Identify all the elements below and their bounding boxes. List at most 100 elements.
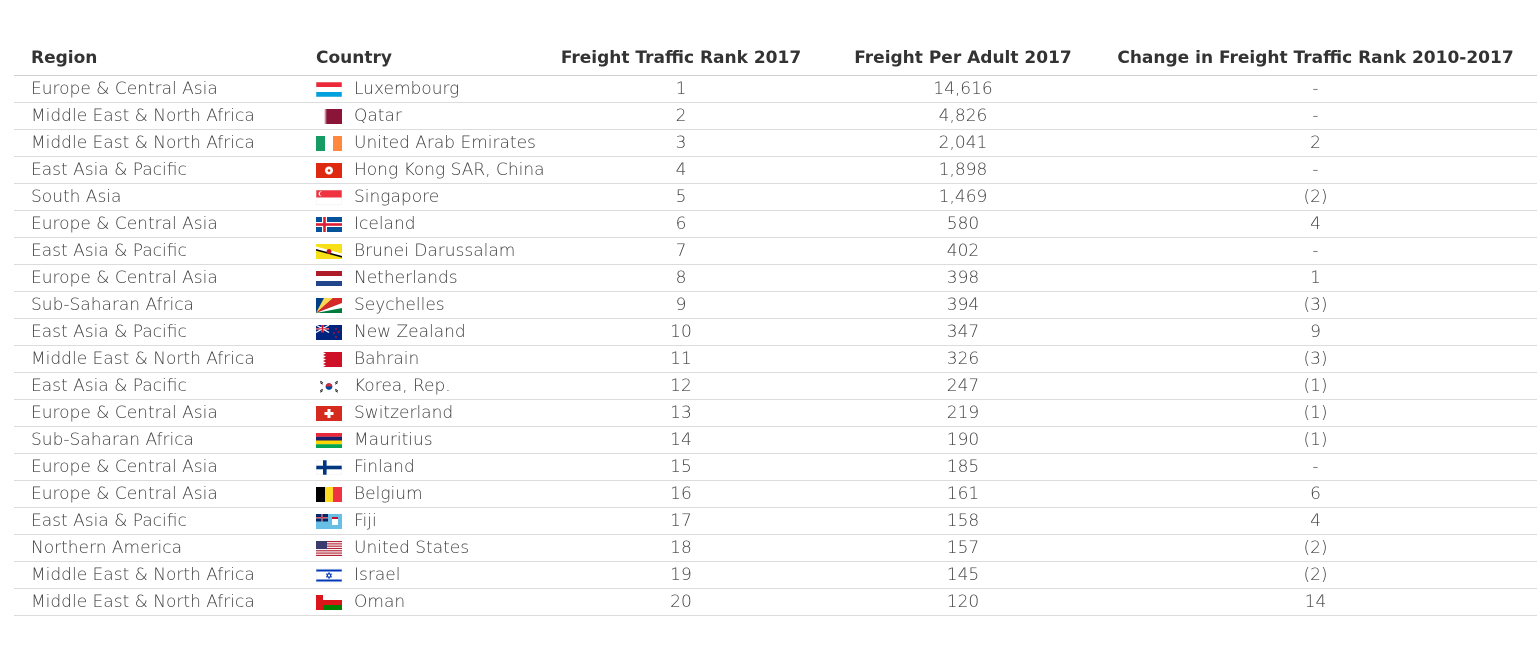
freight-rank-cell: 12 (530, 372, 832, 400)
freight-rank-cell: 7 (530, 237, 832, 265)
country-cell: Israel (316, 561, 530, 589)
region-cell: East Asia & Pacific (14, 507, 316, 535)
region-cell: East Asia & Pacific (14, 156, 316, 184)
table-row: Europe & Central Asia Netherlands 8 398 1 (14, 264, 1537, 292)
freight-per-adult-cell: 580 (832, 210, 1094, 238)
rank-change-cell: - (1094, 237, 1537, 265)
header-region: Region (14, 40, 316, 76)
country-name: Qatar (354, 106, 402, 126)
freight-per-adult-cell: 402 (832, 237, 1094, 265)
qatar-flag (316, 108, 342, 124)
freight-per-adult-cell: 4,826 (832, 102, 1094, 130)
table-row: Middle East & North Africa Israel 19 145 (2) (14, 561, 1537, 589)
country-name: Mauritius (354, 430, 433, 450)
freight-rank-cell: 8 (530, 264, 832, 292)
freight-rank-cell: 18 (530, 534, 832, 562)
region-cell: South Asia (14, 183, 316, 211)
table-row: Sub-Saharan Africa Mauritius 14 190 (1) (14, 426, 1537, 454)
mauritius-flag (316, 432, 342, 448)
country-cell: Bahrain (316, 345, 530, 373)
rank-change-cell: 2 (1094, 129, 1537, 157)
table-row: Europe & Central Asia Finland 15 185- (14, 453, 1537, 481)
country-cell: Seychelles (316, 291, 530, 319)
country-name: Fiji (354, 511, 377, 531)
rank-change-cell: 4 (1094, 210, 1537, 238)
freight-per-adult-cell: 2,041 (832, 129, 1094, 157)
table-row: Middle East & North Africa United Arab Em… (14, 129, 1537, 157)
table-row: East Asia & Pacific Brunei Darussalam 7 402… (14, 237, 1537, 265)
region-cell: Middle East & North Africa (14, 102, 316, 130)
rank-change-cell: 1 (1094, 264, 1537, 292)
region-cell: Middle East & North Africa (14, 588, 316, 616)
freight-per-adult-cell: 120 (832, 588, 1094, 616)
freight-per-adult-cell: 347 (832, 318, 1094, 346)
freight-per-adult-cell: 326 (832, 345, 1094, 373)
rank-change-cell: (3) (1094, 291, 1537, 319)
region-cell: Middle East & North Africa (14, 345, 316, 373)
region-cell: Sub-Saharan Africa (14, 291, 316, 319)
freight-rank-cell: 11 (530, 345, 832, 373)
freight-rank-cell: 2 (530, 102, 832, 130)
singapore-flag (316, 189, 342, 205)
country-name: Seychelles (354, 295, 445, 315)
table-row: Europe & Central Asia Luxembourg 1 14,616- (14, 75, 1537, 103)
freight-rank-cell: 3 (530, 129, 832, 157)
freight-per-adult-cell: 185 (832, 453, 1094, 481)
freight-rank-cell: 9 (530, 291, 832, 319)
country-cell: Netherlands (316, 264, 530, 292)
rank-change-cell: - (1094, 102, 1537, 130)
ireland-flag (316, 135, 342, 151)
region-cell: Europe & Central Asia (14, 480, 316, 508)
rank-change-cell: 9 (1094, 318, 1537, 346)
freight-rank-cell: 16 (530, 480, 832, 508)
rank-change-cell: 4 (1094, 507, 1537, 535)
rank-change-cell: (1) (1094, 426, 1537, 454)
freight-table: Region Country Freight Traffic Rank 2017… (14, 40, 1537, 616)
rank-change-cell: (2) (1094, 183, 1537, 211)
country-cell: Luxembourg (316, 75, 530, 103)
table-row: Middle East & North Africa Bahrain 11 326 (3… (14, 345, 1537, 373)
table-row: East Asia & Pacific Korea, Rep. 12 247 (1) (14, 372, 1537, 400)
country-name: Luxembourg (354, 79, 460, 99)
header-freight-traffic-rank: Freight Traffic Rank 2017 (530, 40, 832, 76)
rank-change-cell: (1) (1094, 399, 1537, 427)
rank-change-cell: (3) (1094, 345, 1537, 373)
country-cell: Qatar (316, 102, 530, 130)
rank-change-cell: (2) (1094, 534, 1537, 562)
region-cell: East Asia & Pacific (14, 237, 316, 265)
oman-flag (316, 594, 342, 610)
freight-rank-cell: 5 (530, 183, 832, 211)
country-cell: Mauritius (316, 426, 530, 454)
country-cell: Korea, Rep. (316, 372, 530, 400)
israel-flag (316, 567, 342, 583)
netherlands-flag (316, 270, 342, 286)
table-row: East Asia & Pacific Hong Kong SAR, China 4… (14, 156, 1537, 184)
freight-per-adult-cell: 157 (832, 534, 1094, 562)
region-cell: Europe & Central Asia (14, 75, 316, 103)
freight-per-adult-cell: 158 (832, 507, 1094, 535)
country-name: Israel (354, 565, 401, 585)
freight-per-adult-cell: 394 (832, 291, 1094, 319)
region-cell: East Asia & Pacific (14, 372, 316, 400)
table-row: South Asia Singapore 5 1,469 (2) (14, 183, 1537, 211)
region-cell: Middle East & North Africa (14, 129, 316, 157)
region-cell: Middle East & North Africa (14, 561, 316, 589)
country-name: Iceland (354, 214, 416, 234)
table-row: East Asia & Pacific New Zealand 10 347 9 (14, 318, 1537, 346)
freight-rank-cell: 13 (530, 399, 832, 427)
country-cell: Fiji (316, 507, 530, 535)
header-country: Country (316, 40, 530, 76)
country-cell: Iceland (316, 210, 530, 238)
country-name: Finland (354, 457, 415, 477)
freight-per-adult-cell: 247 (832, 372, 1094, 400)
rank-change-cell: - (1094, 453, 1537, 481)
table-row: East Asia & Pacific Fiji 17 158 4 (14, 507, 1537, 535)
table-row: Middle East & North Africa Oman 20 120 14 (14, 588, 1537, 616)
brunei-flag (316, 243, 342, 259)
country-cell: Oman (316, 588, 530, 616)
table-row: Northern America United States 18 157 (2) (14, 534, 1537, 562)
region-cell: Europe & Central Asia (14, 399, 316, 427)
new-zealand-flag (316, 324, 342, 340)
table-row: Europe & Central Asia Switzerland 13 219 (1) (14, 399, 1537, 427)
bahrain-flag (316, 351, 342, 367)
